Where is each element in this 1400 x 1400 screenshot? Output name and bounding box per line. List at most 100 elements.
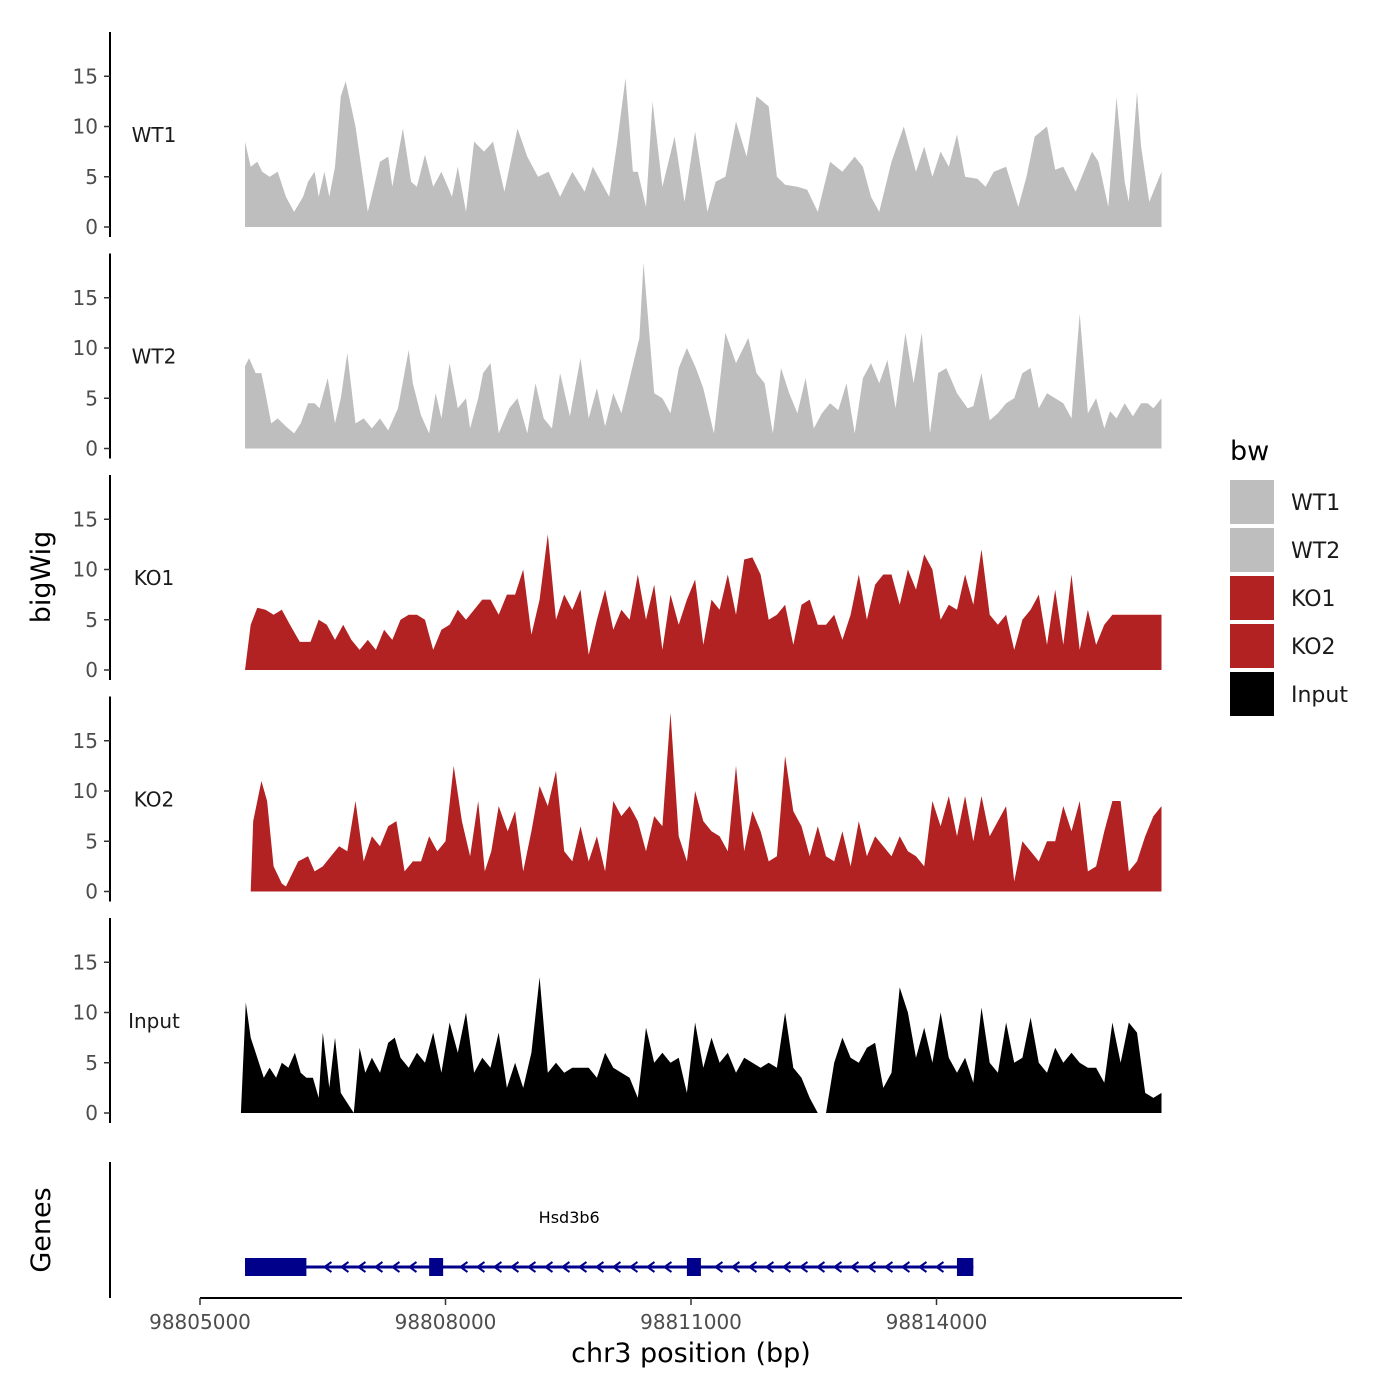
strand-arrow — [322, 1261, 333, 1273]
track-input: 0 5 10 15 Input — [73, 918, 1162, 1125]
y-tick-label: 5 — [85, 165, 98, 189]
gene-track: Genes Hsd3b6 — [26, 1162, 974, 1298]
strand-arrow — [747, 1261, 758, 1273]
y-tick-label: 5 — [85, 1051, 98, 1075]
legend-swatch — [1230, 528, 1274, 572]
signal-area-ko1 — [245, 534, 1162, 670]
signal-area-ko2 — [250, 712, 1162, 892]
legend-swatch — [1230, 480, 1274, 524]
track-label: KO1 — [134, 566, 175, 590]
legend-title: bw — [1230, 436, 1269, 467]
strand-arrow — [730, 1261, 741, 1273]
x-tick-label: 98811000 — [640, 1310, 742, 1334]
strand-arrow — [849, 1261, 860, 1273]
strand-arrow — [645, 1261, 656, 1273]
y-tick-label: 0 — [85, 437, 98, 461]
track-label: KO2 — [134, 788, 175, 812]
strand-arrow — [866, 1261, 877, 1273]
y-tick-label: 0 — [85, 1101, 98, 1125]
track-wt2: 0 5 10 15 WT2 — [73, 253, 1162, 461]
strand-arrow — [832, 1261, 843, 1273]
y-tick-label: 5 — [85, 386, 98, 410]
track-label: WT1 — [132, 123, 177, 147]
y-tick-label: 10 — [73, 115, 98, 139]
y-tick-label: 5 — [85, 829, 98, 853]
legend: bw WT1 WT2 KO1 KO2 Input — [1230, 436, 1348, 716]
gene-exon-3 — [686, 1258, 701, 1276]
strand-arrow — [339, 1261, 350, 1273]
strand-arrow — [526, 1261, 537, 1273]
strand-arrow — [781, 1261, 792, 1273]
y-tick-label: 10 — [73, 558, 98, 582]
strand-arrow — [543, 1261, 554, 1273]
strand-arrow — [373, 1261, 384, 1273]
y-tick-label: 15 — [73, 507, 98, 531]
strand-arrow — [628, 1261, 639, 1273]
legend-item-ko2: KO2 — [1230, 624, 1336, 668]
strand-arrow — [577, 1261, 588, 1273]
y-tick-label: 0 — [85, 880, 98, 904]
gene-model — [245, 1258, 974, 1276]
tracks-layer: 0 5 10 15 WT1 0 5 10 15 WT2 0 5 10 15 KO1 0 5 10 15 KO2 0 5 10… — [73, 32, 1162, 1125]
legend-item-wt1: WT1 — [1230, 480, 1340, 524]
legend-item-ko1: KO1 — [1230, 576, 1336, 620]
track-label: Input — [128, 1009, 180, 1033]
y-tick-label: 15 — [73, 729, 98, 753]
legend-swatch — [1230, 672, 1274, 716]
y-axis-title: bigWig — [26, 531, 57, 624]
strand-arrow — [764, 1261, 775, 1273]
y-tick-label: 5 — [85, 608, 98, 632]
y-tick-label: 10 — [73, 779, 98, 803]
track-ko2: 0 5 10 15 KO2 — [73, 696, 1162, 904]
y-tick-label: 15 — [73, 286, 98, 310]
x-axis: 98805000 98808000 98811000 98814000 chr3 po… — [149, 1297, 1182, 1369]
strand-arrow — [356, 1261, 367, 1273]
legend-label: Input — [1291, 683, 1348, 708]
x-tick-label: 98805000 — [149, 1310, 251, 1334]
track-ko1: 0 5 10 15 KO1 — [73, 475, 1162, 682]
legend-item-input: Input — [1230, 672, 1348, 716]
strand-arrow — [509, 1261, 520, 1273]
strand-arrow — [458, 1261, 469, 1273]
track-label: WT2 — [132, 345, 177, 369]
strand-arrow — [475, 1261, 486, 1273]
gene-exon-4 — [956, 1258, 974, 1276]
strand-arrow — [560, 1261, 571, 1273]
strand-arrow — [934, 1261, 945, 1273]
y-tick-label: 10 — [73, 1001, 98, 1025]
y-tick-label: 15 — [73, 950, 98, 974]
signal-area-input — [240, 977, 1162, 1113]
signal-area-wt2 — [245, 262, 1162, 449]
x-axis-title: chr3 position (bp) — [571, 1338, 811, 1369]
gene-track-label: Genes — [26, 1187, 57, 1272]
legend-label: WT2 — [1291, 539, 1340, 564]
y-tick-label: 10 — [73, 336, 98, 360]
strand-arrow — [390, 1261, 401, 1273]
legend-label: WT1 — [1291, 491, 1340, 516]
legend-label: KO2 — [1291, 635, 1336, 660]
x-tick-label: 98808000 — [395, 1310, 497, 1334]
strand-arrow — [900, 1261, 911, 1273]
strand-arrow — [492, 1261, 503, 1273]
legend-item-wt2: WT2 — [1230, 528, 1340, 572]
legend-swatch — [1230, 624, 1274, 668]
legend-items: WT1 WT2 KO1 KO2 Input — [1230, 480, 1348, 716]
gene-exon-2 — [429, 1258, 444, 1276]
x-tick-label: 98814000 — [886, 1310, 988, 1334]
strand-arrow — [407, 1261, 418, 1273]
strand-arrow — [713, 1261, 724, 1273]
y-tick-label: 15 — [73, 64, 98, 88]
signal-area-wt1 — [245, 78, 1162, 227]
y-tick-label: 0 — [85, 215, 98, 239]
legend-swatch — [1230, 576, 1274, 620]
track-wt1: 0 5 10 15 WT1 — [73, 32, 1162, 239]
strand-arrow — [662, 1261, 673, 1273]
strand-arrow — [917, 1261, 928, 1273]
legend-label: KO1 — [1291, 587, 1336, 612]
strand-arrow — [594, 1261, 605, 1273]
strand-arrow — [883, 1261, 894, 1273]
gene-name-label: Hsd3b6 — [539, 1208, 600, 1227]
strand-arrow — [611, 1261, 622, 1273]
x-ticks: 98805000 98808000 98811000 98814000 — [149, 1298, 987, 1334]
